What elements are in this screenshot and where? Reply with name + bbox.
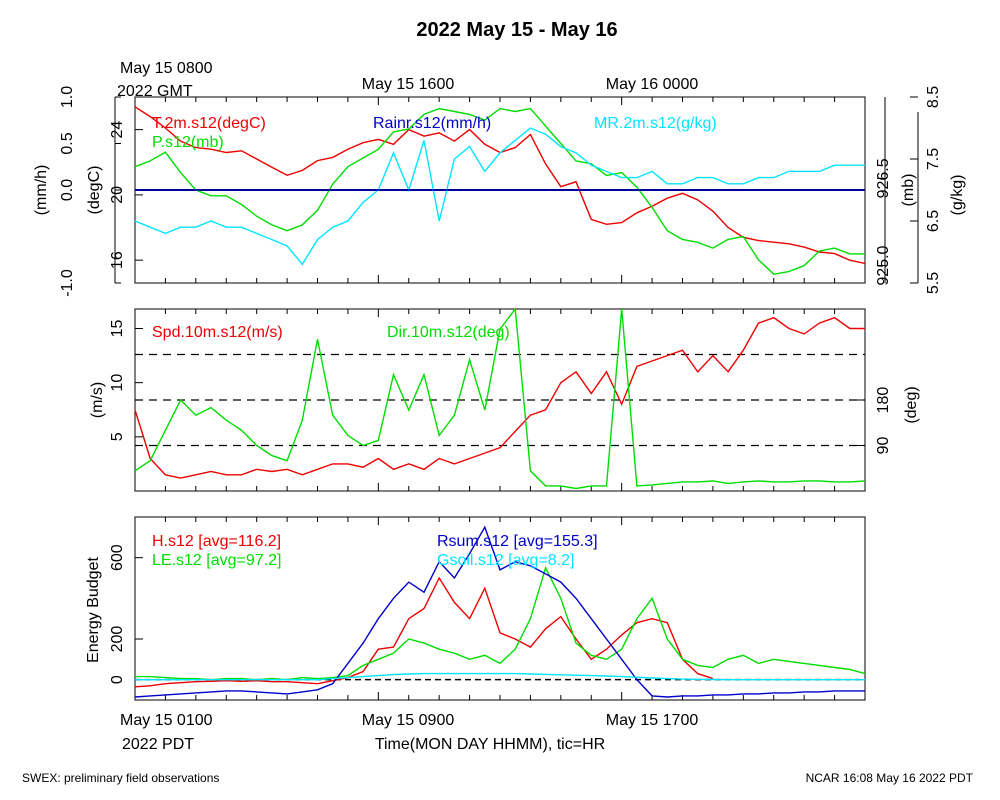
series-line-h [134, 576, 714, 688]
bottom-axis-start-label-line1: May 15 0100 [120, 712, 213, 729]
pressure-tick-label: 925.0 [875, 245, 892, 285]
legend-sensible-heat: H.s12 [avg=116.2] [152, 533, 281, 550]
series-line-spd [134, 316, 865, 479]
legend-mixing-ratio: MR.2m.s12(g/kg) [594, 115, 717, 132]
legend-wind-direction: Dir.10m.s12(deg) [387, 324, 510, 341]
direction-tick-label: 90 [875, 437, 892, 455]
legend-pressure: P.s12(mb) [152, 134, 224, 151]
legend-soil-heat: Gsoil.s12 [avg=8.2] [437, 552, 574, 569]
pressure-axis-label: (mb) [900, 174, 917, 207]
bottom-panel-axis-ticks: 600 200 0 [109, 544, 143, 684]
bottom-panel-series [134, 525, 866, 698]
speed-tick-label: 10 [109, 374, 126, 392]
series-line-mr [134, 127, 865, 266]
rain-tick-label: 0.0 [59, 179, 76, 201]
legend-wind-speed: Spd.10m.s12(m/s) [152, 324, 283, 341]
speed-tick-label: 15 [109, 320, 126, 338]
top-panel-series [134, 106, 866, 276]
rain-tick-label: -1.0 [59, 269, 76, 297]
speed-axis-label: (m/s) [89, 382, 106, 418]
temp-tick-label: 24 [109, 121, 126, 139]
footer-right: NCAR 16:08 May 16 2022 PDT [806, 771, 974, 785]
bottom-axis-tick-label: May 15 0900 [362, 712, 455, 729]
series-line-gsoil [135, 672, 865, 681]
series-line-rsum [134, 525, 865, 698]
temp-tick-label: 16 [109, 251, 126, 269]
top-axis-tick-label: May 15 1600 [362, 76, 455, 93]
top-axis-tick-label: May 16 0000 [606, 76, 699, 93]
middle-panel-series [134, 307, 866, 490]
time-tick-marks [134, 97, 866, 700]
temp-tick-label: 20 [109, 186, 126, 204]
top-panel-axis-ticks: 1.0 0.5 0.0 -1.0 24 20 16 926.5 925.0 8.5 7.5 6.5 5.… [59, 86, 942, 297]
energy-tick-label: 600 [109, 544, 126, 571]
mixing-ratio-tick-label: 6.5 [925, 210, 942, 232]
direction-tick-label: 180 [875, 387, 892, 414]
mixing-ratio-tick-label: 7.5 [925, 148, 942, 170]
rain-axis-label: (mm/h) [33, 165, 50, 216]
rain-tick-label: 0.5 [59, 132, 76, 154]
energy-axis-label: Energy Budget [85, 557, 102, 663]
energy-tick-label: 0 [109, 675, 126, 684]
bottom-axis-xlabel: Time(MON DAY HHMM), tic=HR [375, 736, 605, 753]
legend-rain-rate: Rainr.s12(mm/h) [373, 115, 491, 132]
series-line-dir [134, 307, 866, 490]
legend-temperature: T.2m.s12(degC) [152, 115, 266, 132]
series-line-le [135, 565, 866, 681]
legend-latent-heat: LE.s12 [avg=97.2] [152, 552, 281, 569]
bottom-axis-tick-label: May 15 1700 [606, 712, 699, 729]
legend-net-radiation: Rsum.s12 [avg=155.3] [437, 533, 598, 550]
bottom-axis-start-label-line2: 2022 PDT [122, 736, 194, 753]
top-axis-start-label-line2: 2022 GMT [117, 83, 193, 100]
temp-axis-label: (degC) [86, 166, 103, 215]
energy-tick-label: 200 [109, 626, 126, 653]
footer-left: SWEX: preliminary field observations [22, 771, 219, 785]
mixing-ratio-axis-label: (g/kg) [949, 175, 966, 216]
mixing-ratio-tick-label: 5.5 [925, 272, 942, 294]
pressure-tick-label: 926.5 [875, 158, 892, 198]
direction-axis-label: (deg) [903, 386, 920, 423]
speed-tick-label: 5 [109, 432, 126, 441]
rain-tick-label: 1.0 [59, 86, 76, 108]
chart-title: 2022 May 15 - May 16 [416, 19, 617, 41]
middle-panel-axis-ticks: 15 10 5 180 90 [109, 320, 892, 455]
top-axis-start-label-line1: May 15 0800 [120, 60, 213, 77]
series-line-p [134, 107, 865, 276]
mixing-ratio-tick-label: 8.5 [925, 86, 942, 108]
